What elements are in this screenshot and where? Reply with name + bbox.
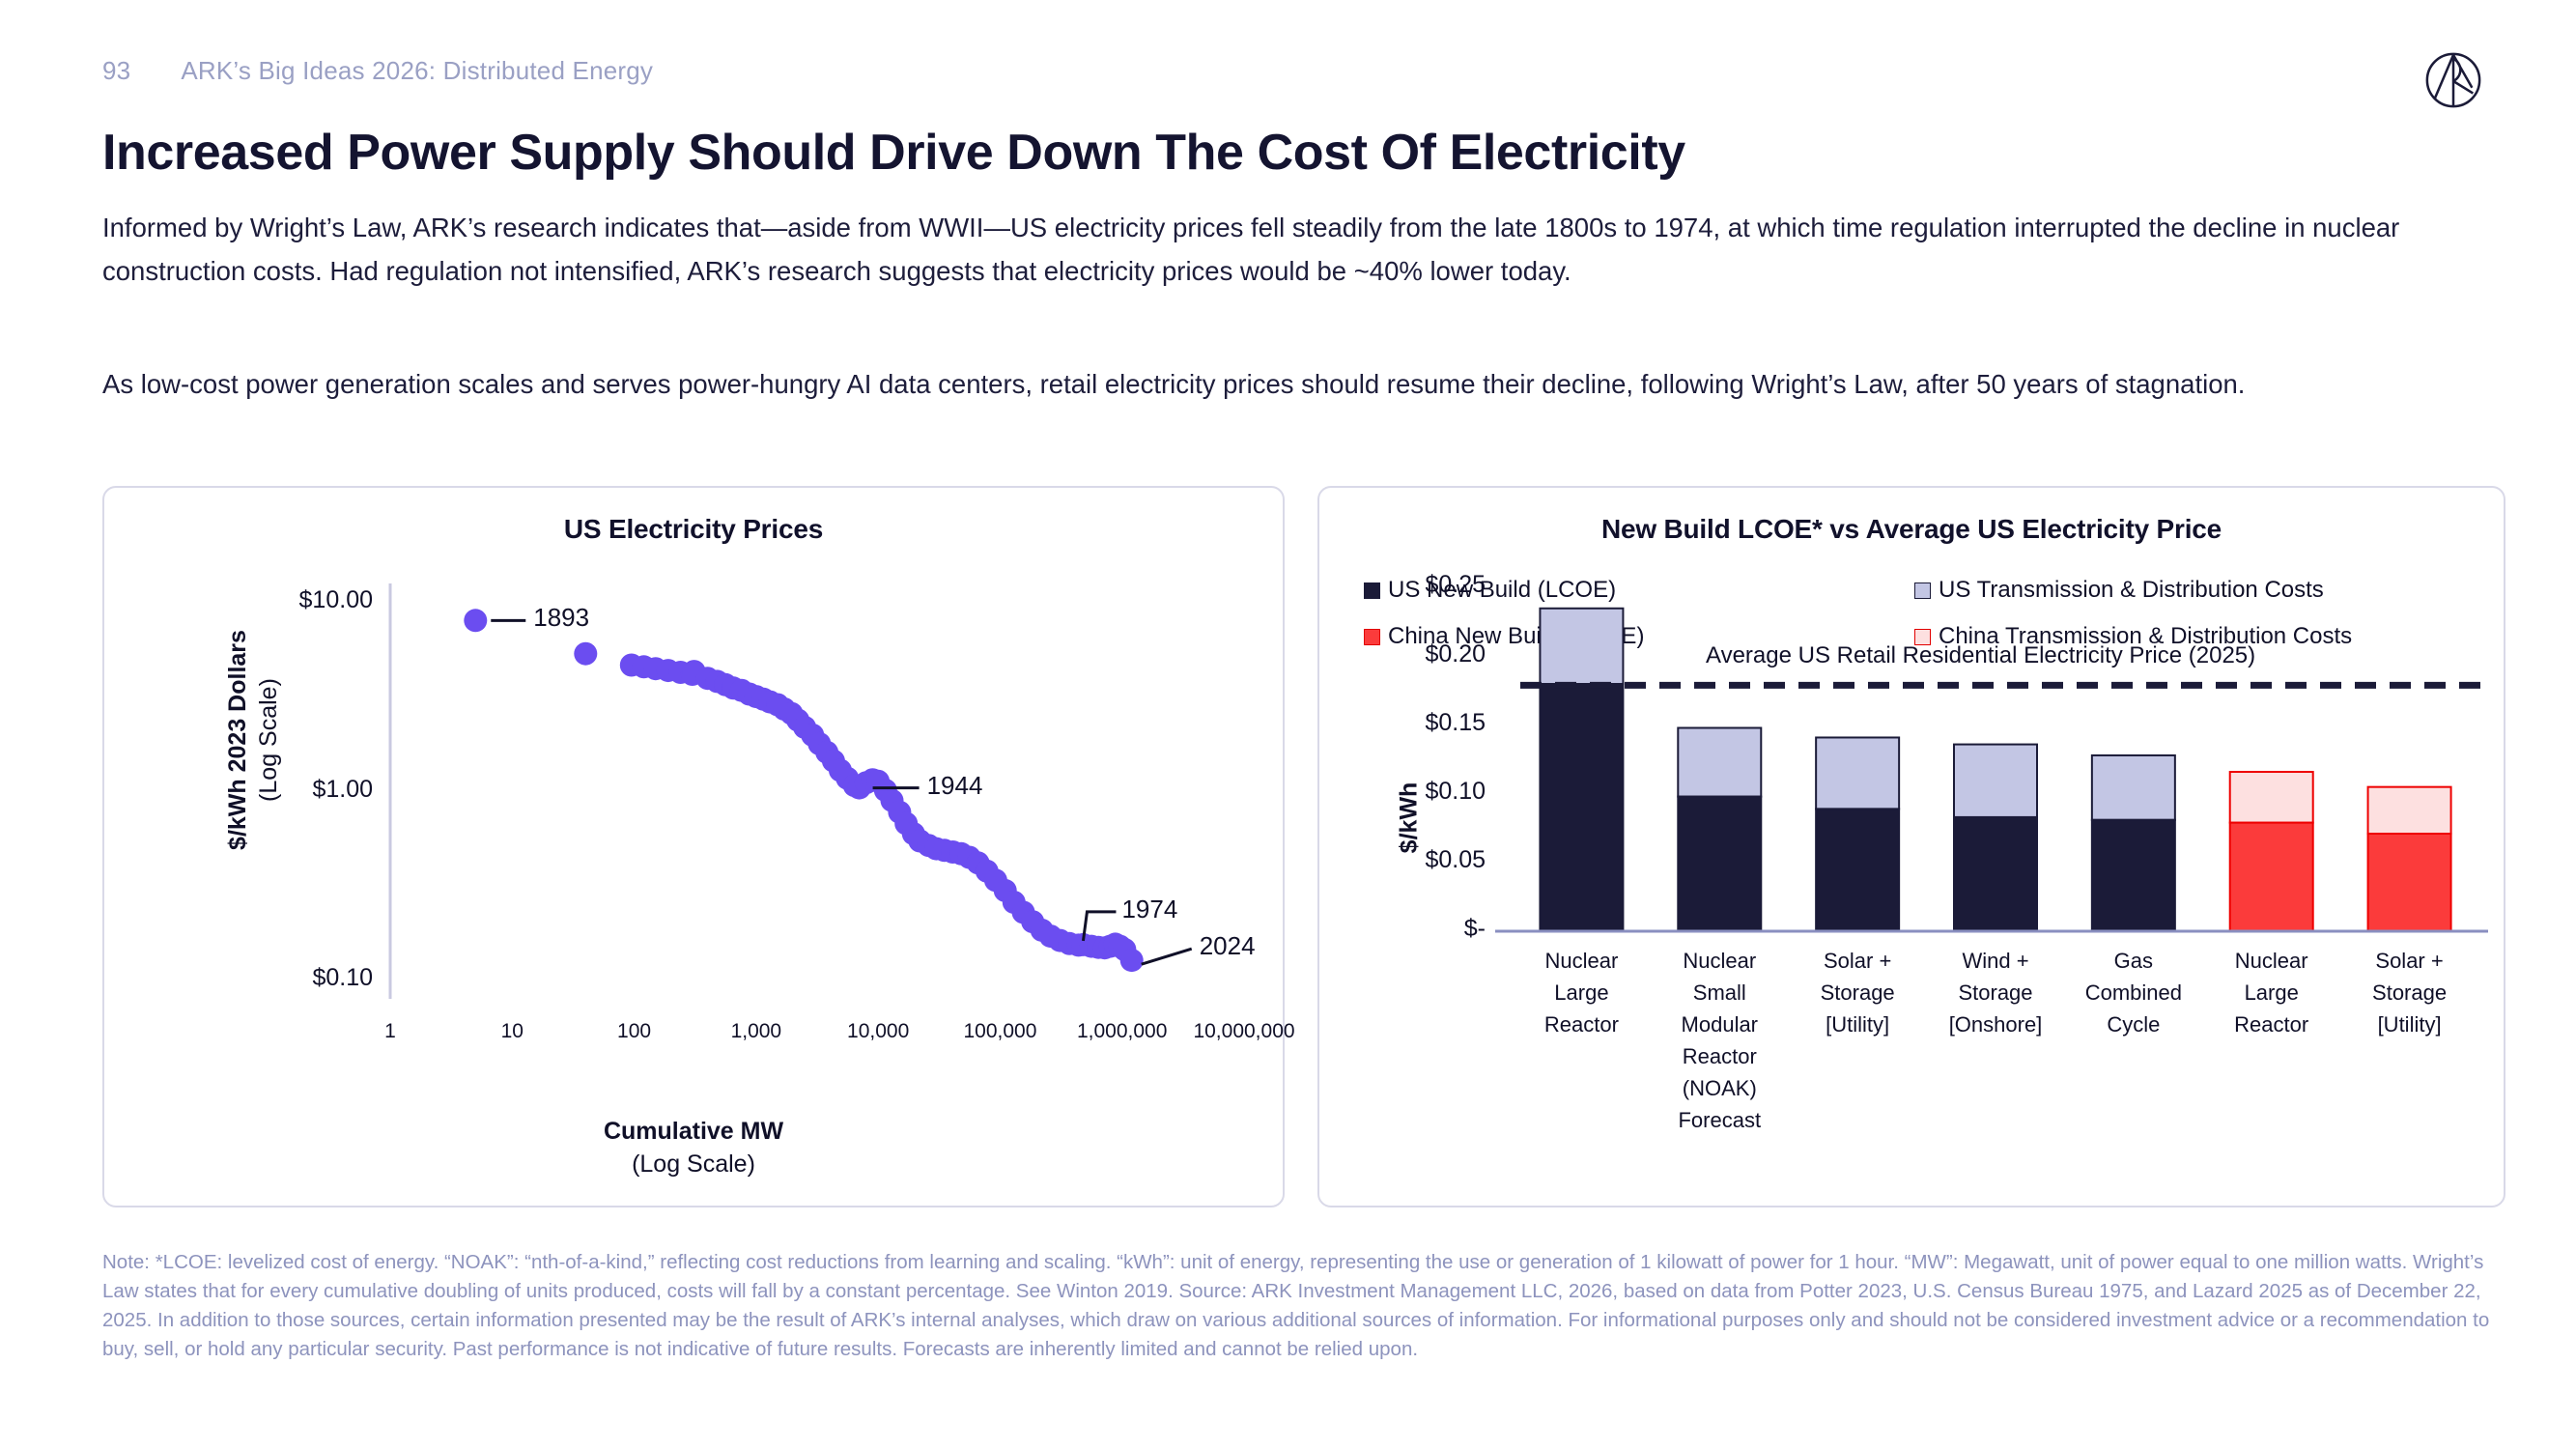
- bar-plot: $/kWh $0.25 $0.20 $0.15 $0.10 $0.05 $- Nuclea…: [1319, 545, 2504, 1132]
- scatter-x-tick: 10,000,000: [1193, 1020, 1295, 1042]
- bar-category-label: Nuclear Small Modular Reactor (NOAK) Forecast: [1647, 945, 1792, 1136]
- chart-title-left: US Electricity Prices: [563, 514, 824, 544]
- legend-swatch-icon: [1364, 628, 1380, 645]
- legend-item-china-transmission[interactable]: China Transmission & Distribution Costs: [1914, 623, 2352, 650]
- chart-card-lcoe-comparison: New Build LCOE* vs Average US Electricit…: [1317, 486, 2505, 1208]
- page-title: Increased Power Supply Should Drive Down…: [102, 125, 1685, 181]
- scatter-x-tick: 100: [617, 1020, 652, 1042]
- footnote: Note: *LCOE: levelized cost of energy. “…: [102, 1251, 2490, 1360]
- bar-category-line: [Onshore]: [1948, 1012, 2043, 1037]
- ark-logo-icon: [2425, 52, 2481, 108]
- scatter-y-tick: $0.10: [312, 964, 373, 992]
- bar-category-line: Wind +: [1962, 949, 2029, 973]
- bar-category-line: Small: [1692, 980, 1746, 1005]
- scatter-x-tick: 10: [500, 1020, 524, 1042]
- scatter-annotation: 1974: [1121, 894, 1178, 923]
- bar-y-tick: $0.25: [1425, 571, 1486, 599]
- scatter-x-tick: 1,000,000: [1076, 1020, 1168, 1042]
- bar-category-line: Modular: [1681, 1012, 1759, 1037]
- legend-label: US New Build (LCOE): [1388, 577, 1617, 603]
- bar-category-line: Large: [2244, 980, 2299, 1005]
- bar-category-label: Solar + Storage [Utility]: [1785, 945, 1930, 1040]
- bar-category-line: Nuclear: [1544, 949, 1619, 973]
- bar-category-label: Nuclear Large Reactor: [1509, 945, 1654, 1040]
- bar-category-line: Storage: [1958, 980, 2033, 1005]
- bar-category-line: Cycle: [2107, 1012, 2161, 1037]
- legend-item-us-new-build[interactable]: US New Build (LCOE): [1364, 577, 1914, 604]
- bar-category-line: Nuclear: [2234, 949, 2308, 973]
- scatter-y-tick: $1.00: [312, 775, 373, 803]
- scatter-x-tick: 100,000: [963, 1020, 1037, 1042]
- bar-y-tick: $0.15: [1425, 708, 1486, 736]
- legend-label: China Transmission & Distribution Costs: [1939, 623, 2353, 649]
- bar-category-line: Forecast: [1678, 1108, 1762, 1132]
- scatter-y-tick: $10.00: [298, 586, 373, 614]
- bar-category-label: Gas Combined Cycle: [2061, 945, 2206, 1040]
- bar-chart-legend: US New Build (LCOE) US Transmission & Di…: [1364, 577, 2465, 669]
- bar-category-line: Reactor: [1543, 1012, 1619, 1037]
- bar-y-tick: $0.10: [1425, 777, 1486, 805]
- bar-y-tick: $0.20: [1425, 639, 1486, 668]
- scatter-x-tick: 1: [384, 1020, 396, 1042]
- legend-swatch-icon: [1914, 582, 1931, 599]
- scatter-annotation: 1893: [533, 603, 590, 633]
- body-paragraph-2: As low-cost power generation scales and …: [102, 369, 2246, 399]
- scatter-plot: $/kWh 2023 Dollars (Log Scale) $10.00 $1.…: [104, 545, 1295, 1182]
- bar-canvas: [1495, 607, 2490, 933]
- legend-item-us-transmission[interactable]: US Transmission & Distribution Costs: [1914, 577, 2324, 604]
- scatter-annotation: 1944: [926, 770, 983, 800]
- bar-category-line: Large: [1554, 980, 1609, 1005]
- bar-category-label: Wind + Storage [Onshore]: [1923, 945, 2068, 1040]
- scatter-x-tick: 1,000: [730, 1020, 782, 1042]
- legend-swatch-icon: [1914, 628, 1931, 645]
- reference-line-label: Average US Retail Residential Electricit…: [1706, 642, 2256, 669]
- scatter-annotation: 2024: [1199, 931, 1256, 961]
- body-paragraph-1: Informed by Wright’s Law, ARK’s research…: [102, 213, 2400, 286]
- bar-category-line: Solar +: [1823, 949, 1892, 973]
- bar-category-label: Nuclear Large Reactor: [2199, 945, 2344, 1040]
- slide-header: 93 ARK’s Big Ideas 2026: Distributed Ene…: [102, 56, 653, 86]
- legend-label: US Transmission & Distribution Costs: [1939, 577, 2324, 603]
- chart-title-right: New Build LCOE* vs Average US Electricit…: [1600, 514, 2222, 544]
- chart-card-us-electricity-prices: US Electricity Prices $/kWh 2023 Dollars…: [102, 486, 1295, 1208]
- bar-category-line: Reactor: [2234, 1012, 2309, 1037]
- page-number: 93: [102, 56, 131, 85]
- bar-category-line: Reactor: [1682, 1044, 1757, 1068]
- bar-category-line: Nuclear: [1683, 949, 1757, 973]
- legend-swatch-icon: [1364, 582, 1380, 599]
- bar-category-line: Solar +: [2375, 949, 2444, 973]
- bar-category-line: [Utility]: [1826, 1012, 1890, 1037]
- bar-category-line: (NOAK): [1682, 1076, 1757, 1100]
- scatter-canvas: [388, 583, 1193, 999]
- bar-category-label: Solar + Storage [Utility]: [2337, 945, 2482, 1040]
- bar-y-tick: $0.05: [1425, 845, 1486, 873]
- bar-category-line: [Utility]: [2377, 1012, 2442, 1037]
- bar-category-line: Storage: [2372, 980, 2448, 1005]
- scatter-x-tick: 10,000: [847, 1020, 910, 1042]
- bar-category-line: Combined: [2084, 980, 2182, 1005]
- scatter-x-axis-label: Cumulative MW (Log Scale): [603, 1118, 784, 1178]
- deck-title: ARK’s Big Ideas 2026: Distributed Energy: [181, 56, 654, 85]
- bar-y-tick: $-: [1463, 915, 1486, 942]
- bar-category-line: Storage: [1820, 980, 1895, 1005]
- bar-category-line: Gas: [2113, 949, 2154, 973]
